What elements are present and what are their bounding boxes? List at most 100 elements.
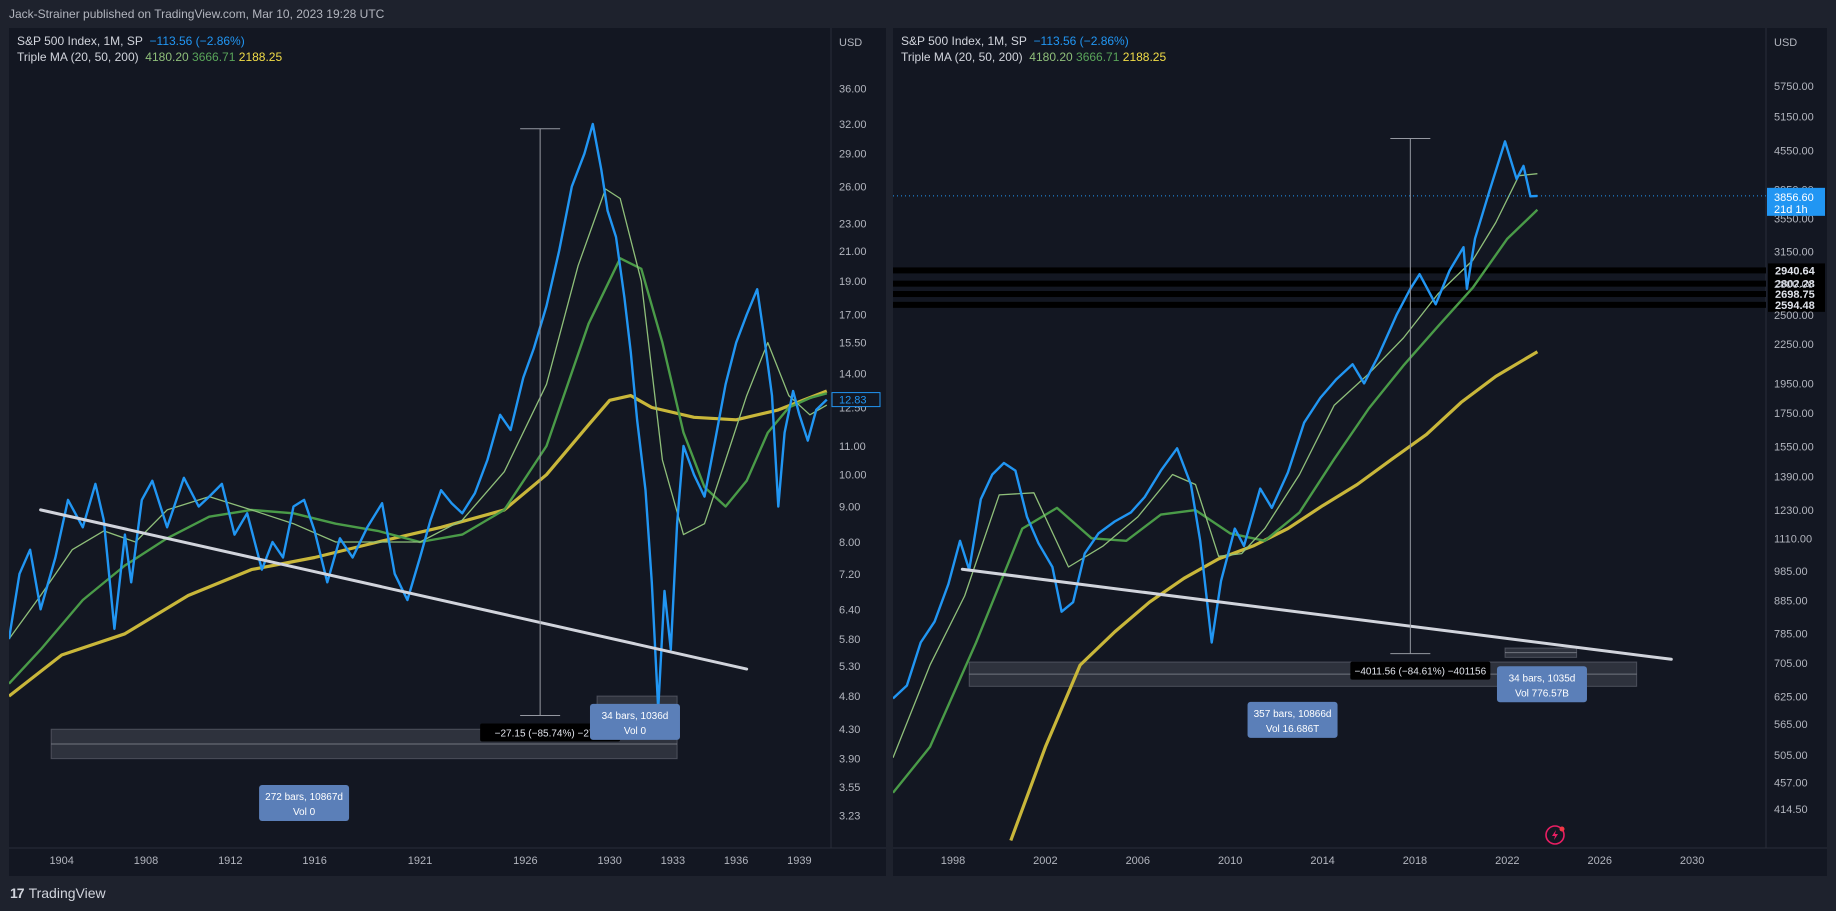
last-price-tag [831,392,881,408]
support-level-label: 2594.48 [1775,300,1815,312]
series-ma50-line [893,208,1539,794]
ma50-value: 3666.71 [192,50,236,64]
date-range-vol-label: Vol 16.686T [1266,724,1319,735]
series-price-line [893,140,1538,700]
symbol-title: S&P 500 Index, 1M, SP [901,34,1027,48]
publisher-text: Jack-Strainer published on TradingView.c… [9,7,385,21]
ma200-value: 2188.25 [1122,50,1167,64]
y-tick-label: 15.50 [839,338,867,350]
y-tick-label: 1550.00 [1774,442,1814,454]
y-tick-label: 2800.00 [1774,279,1814,291]
lightning-icon-ring [1545,825,1565,845]
x-tick-label: 1926 [513,855,537,867]
x-tick-label: 1904 [49,855,73,867]
y-tick-label: 6.40 [839,604,860,616]
chart-legend-right: S&P 500 Index, 1M, SP −113.56 (−2.86%) T… [901,33,1166,65]
y-tick-label: 21.00 [839,246,867,258]
y-tick-label: 11.00 [839,441,866,453]
x-tick-label: 1912 [218,855,242,867]
trendline [960,567,1673,661]
date-range-bars-label: 34 bars, 1035d [1509,673,1576,684]
y-tick-label: 3550.00 [1774,214,1814,226]
series-ma20-line [893,173,1538,758]
y-tick-label: 4550.00 [1774,145,1814,157]
x-tick-label: 1916 [302,855,326,867]
support-level-tag [1768,287,1825,302]
x-tick-label: 1908 [134,855,158,867]
x-tick-label: 2006 [1126,855,1150,867]
x-tick-label: 2014 [1310,855,1334,867]
y-tick-label: 1750.00 [1774,408,1814,420]
y-tick-label: 19.00 [839,276,867,288]
date-range-label-box [1247,701,1338,738]
x-tick-label: 2018 [1403,855,1427,867]
ma200-value: 2188.25 [238,50,283,64]
publisher-bar: Jack-Strainer published on TradingView.c… [0,0,1836,28]
date-range-vol-label: Vol 0 [293,807,316,818]
y-tick-label: 5150.00 [1774,111,1814,123]
y-tick-label: 1950.00 [1774,378,1814,390]
date-range-bars-label: 34 bars, 1036d [602,711,669,722]
x-tick-label: 1921 [408,855,432,867]
support-level-tag [1768,263,1825,278]
support-level-band [893,280,1766,287]
tradingview-logo[interactable]: 17 TradingView [10,885,106,901]
date-range-bars-label: 272 bars, 10867d [265,792,343,803]
date-range-vol-label: Vol 0 [624,726,647,737]
y-tick-label: 36.00 [839,84,867,96]
y-tick-label: 10.00 [839,470,867,482]
y-tick-label: 26.00 [839,182,867,194]
lightning-icon-bolt [1552,830,1558,840]
trendline [39,508,749,671]
chart-pane-right[interactable]: S&P 500 Index, 1M, SP −113.56 (−2.86%) T… [893,28,1827,876]
y-tick-label: 1110.00 [1774,533,1812,545]
chart-svg-left[interactable]: −27.15 (−85.74%) −2715 272 bars, 10867d Vo… [9,28,886,876]
price-range-label: −27.15 (−85.74%) −2715 [495,729,606,740]
x-tick-label: 1939 [787,855,811,867]
y-tick-label: 785.00 [1774,629,1808,641]
chart-pane-left[interactable]: S&P 500 Index, 1M, SP −113.56 (−2.86%) T… [9,28,886,876]
footer-bar: 17 TradingView [0,876,1836,911]
y-tick-label: 9.00 [839,502,860,514]
y-tick-label: 1390.00 [1774,471,1814,483]
series-ma200-line [1009,350,1539,842]
brand-name: TradingView [28,885,106,901]
y-tick-label: 705.00 [1774,658,1808,670]
date-range-label-box [259,785,350,822]
notification-dot [1559,826,1565,832]
x-tick-label: 1933 [661,855,685,867]
chart-legend-left: S&P 500 Index, 1M, SP −113.56 (−2.86%) T… [17,33,282,65]
y-tick-label: 8.00 [839,537,860,549]
x-tick-label: 1936 [724,855,748,867]
date-range-label-box [1496,666,1587,703]
currency-label: USD [1774,37,1797,49]
support-level-band [893,267,1766,274]
y-tick-label: 625.00 [1774,691,1808,703]
x-tick-label: 2030 [1680,855,1704,867]
y-tick-label: 985.00 [1774,566,1808,578]
support-level-tag [1768,297,1825,312]
x-tick-label: 1998 [941,855,965,867]
series-ma20-line [9,188,828,640]
price-range-label-box [1350,661,1491,680]
y-tick-label: 2250.00 [1774,339,1814,351]
y-tick-label: 1230.00 [1774,505,1814,517]
lightning-icon[interactable] [1545,825,1565,845]
y-tick-label: 3.55 [839,782,860,794]
x-tick-label: 1930 [597,855,621,867]
currency-label: USD [839,37,862,49]
x-tick-label: 2010 [1218,855,1242,867]
indicator-name: Triple MA (20, 50, 200) [17,50,139,64]
price-range-label: −4011.56 (−84.61%) −401156 [1354,667,1486,678]
y-tick-label: 5.80 [839,634,860,646]
y-tick-label: 2500.00 [1774,310,1814,322]
date-range-bars-label: 357 bars, 10866d [1254,709,1332,720]
x-tick-label: 2022 [1495,855,1519,867]
y-tick-label: 3.90 [839,754,860,766]
ma50-value: 3666.71 [1076,50,1120,64]
countdown-label: 21d 1h [1774,204,1808,216]
support-level-band [893,301,1766,308]
x-tick-label: 2002 [1033,855,1057,867]
y-tick-label: 29.00 [839,149,867,161]
